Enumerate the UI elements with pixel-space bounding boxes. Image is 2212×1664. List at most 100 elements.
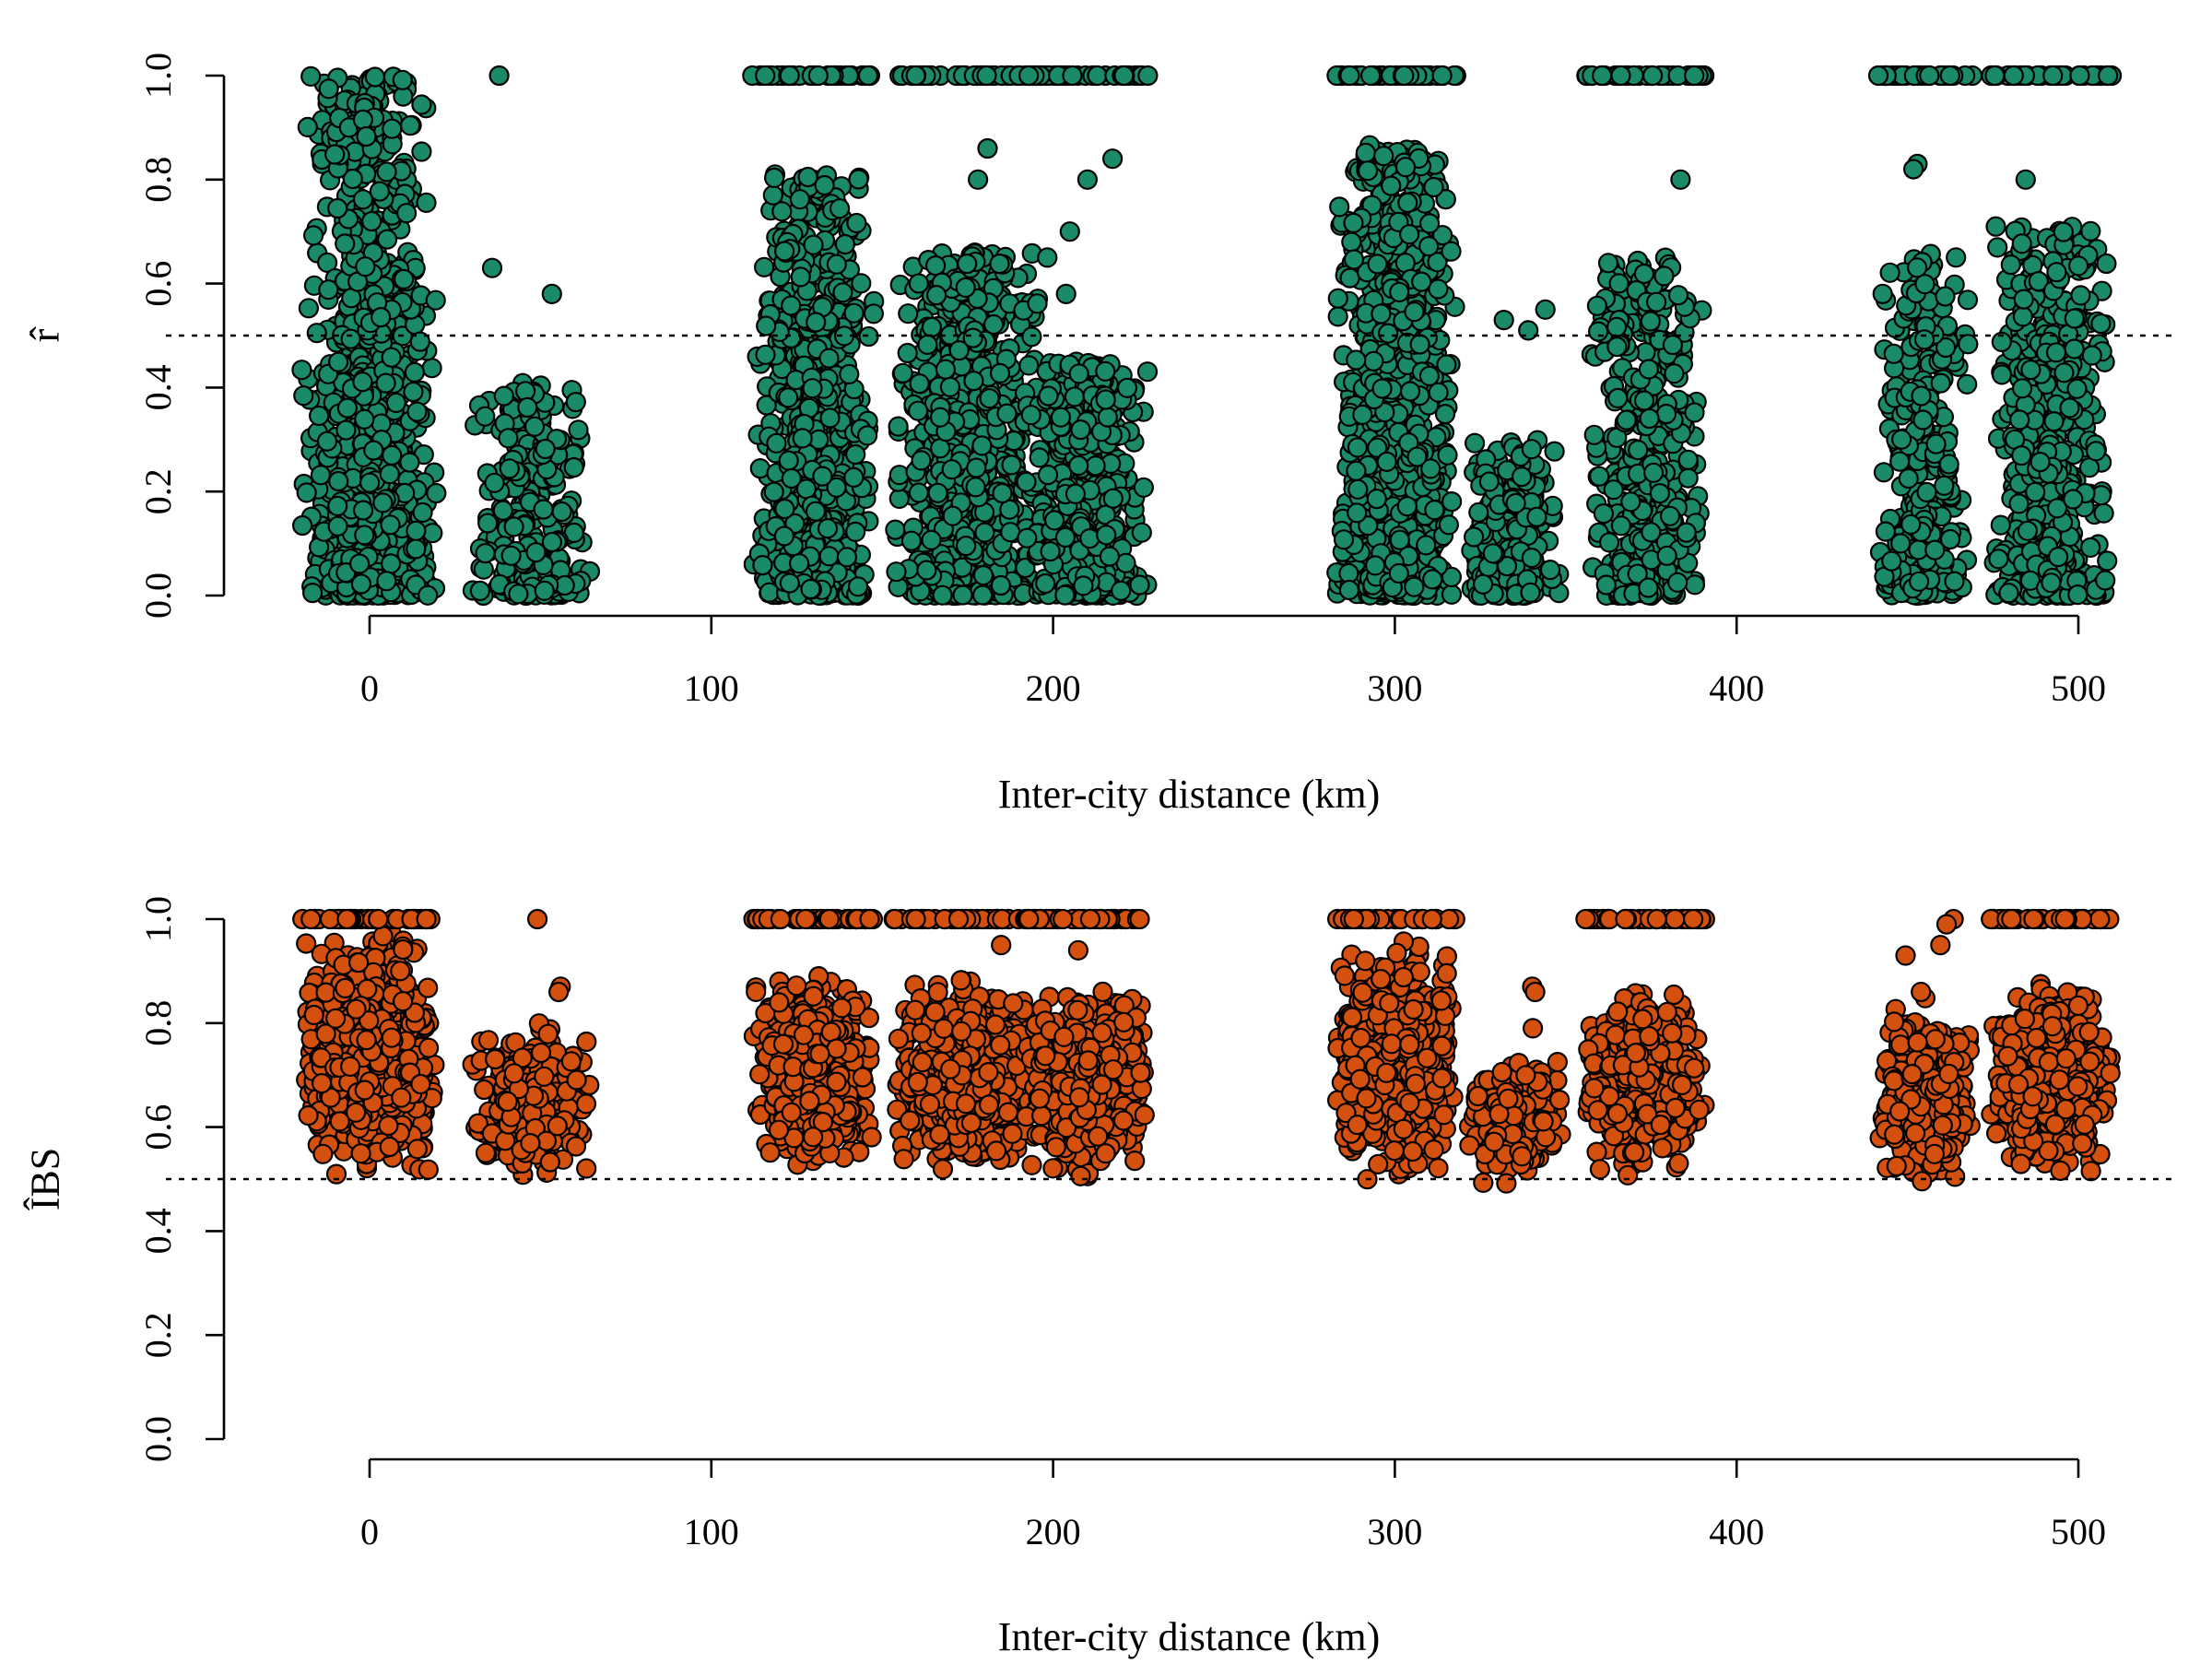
data-point <box>400 115 421 136</box>
data-point <box>416 192 437 213</box>
data-point <box>755 344 776 365</box>
data-point <box>1493 310 1514 331</box>
data-point <box>535 438 556 460</box>
data-point <box>1064 386 1086 407</box>
data-point <box>1381 175 1402 196</box>
data-point <box>805 501 827 522</box>
data-point <box>800 578 821 600</box>
data-point <box>394 268 415 289</box>
data-point <box>517 396 538 418</box>
data-point <box>1653 266 1675 287</box>
data-point <box>756 315 777 336</box>
data-point <box>418 584 439 606</box>
data-point <box>1341 231 1362 253</box>
data-point <box>1020 405 1041 426</box>
data-point <box>1399 381 1421 402</box>
data-point <box>336 397 358 419</box>
points-r <box>291 65 2123 607</box>
data-point <box>888 465 910 486</box>
data-point <box>790 266 811 288</box>
data-point <box>1436 354 1457 375</box>
data-point <box>1511 466 1533 488</box>
data-point <box>788 553 810 574</box>
data-point <box>406 520 427 541</box>
data-point <box>863 303 885 325</box>
data-point <box>898 303 919 325</box>
data-point <box>1957 373 1978 395</box>
data-point <box>1096 525 1117 546</box>
data-point <box>363 440 384 461</box>
data-point <box>340 328 361 349</box>
data-point <box>1346 460 1367 481</box>
data-point <box>565 392 586 413</box>
data-point <box>935 359 957 380</box>
data-point <box>1526 506 1547 527</box>
data-point <box>1001 454 1022 476</box>
data-point <box>1437 444 1458 466</box>
data-point <box>411 141 432 162</box>
data-point <box>1373 146 1394 167</box>
data-point <box>753 256 775 277</box>
data-point <box>797 166 818 188</box>
data-point <box>1347 502 1368 524</box>
data-point <box>900 530 923 551</box>
data-point <box>1339 65 1360 87</box>
data-point <box>1338 562 1359 584</box>
data-point <box>1364 555 1386 576</box>
data-point <box>381 347 402 368</box>
data-point <box>1389 529 1410 550</box>
data-point <box>1667 572 1688 593</box>
data-point <box>766 432 787 454</box>
data-point <box>1441 241 1462 262</box>
data-point <box>1333 529 1355 550</box>
data-point <box>297 116 318 137</box>
data-point <box>1111 580 1132 601</box>
data-point <box>469 580 491 602</box>
data-point <box>927 482 948 503</box>
data-point <box>1478 471 1500 492</box>
data-point <box>421 358 442 379</box>
data-point <box>1620 491 1641 513</box>
data-point <box>1079 527 1100 549</box>
data-point <box>1518 320 1539 341</box>
data-point <box>1346 349 1367 371</box>
data-point <box>335 419 357 441</box>
data-point <box>965 477 986 498</box>
data-point <box>1389 281 1410 302</box>
data-point <box>1441 584 1463 605</box>
data-point <box>932 584 953 606</box>
data-point <box>488 65 510 87</box>
data-point <box>1586 295 1608 316</box>
data-point <box>406 538 427 560</box>
data-point <box>763 481 784 502</box>
data-point <box>541 283 562 304</box>
data-point <box>1136 361 1159 383</box>
data-point <box>350 573 371 595</box>
data-point <box>359 472 381 493</box>
data-point <box>1431 65 1453 87</box>
data-point <box>921 316 943 337</box>
data-point <box>293 385 314 407</box>
data-point <box>929 407 951 428</box>
data-point <box>1059 221 1080 242</box>
data-point <box>1327 288 1348 309</box>
data-point <box>1606 316 1628 337</box>
data-point <box>292 514 313 537</box>
data-point <box>774 498 795 520</box>
data-point <box>1595 574 1617 596</box>
data-point <box>1329 196 1350 218</box>
data-point <box>1684 402 1705 423</box>
data-point <box>426 482 447 504</box>
data-point <box>1338 579 1360 601</box>
data-point <box>916 560 937 581</box>
data-point <box>1037 247 1058 268</box>
data-point <box>1472 573 1494 595</box>
data-point <box>355 256 376 277</box>
data-point <box>1539 559 1561 581</box>
data-point <box>475 542 496 564</box>
data-point <box>1418 236 1440 257</box>
data-point <box>1633 390 1655 411</box>
data-point <box>493 385 514 407</box>
data-point <box>396 203 418 224</box>
data-point <box>327 197 348 219</box>
